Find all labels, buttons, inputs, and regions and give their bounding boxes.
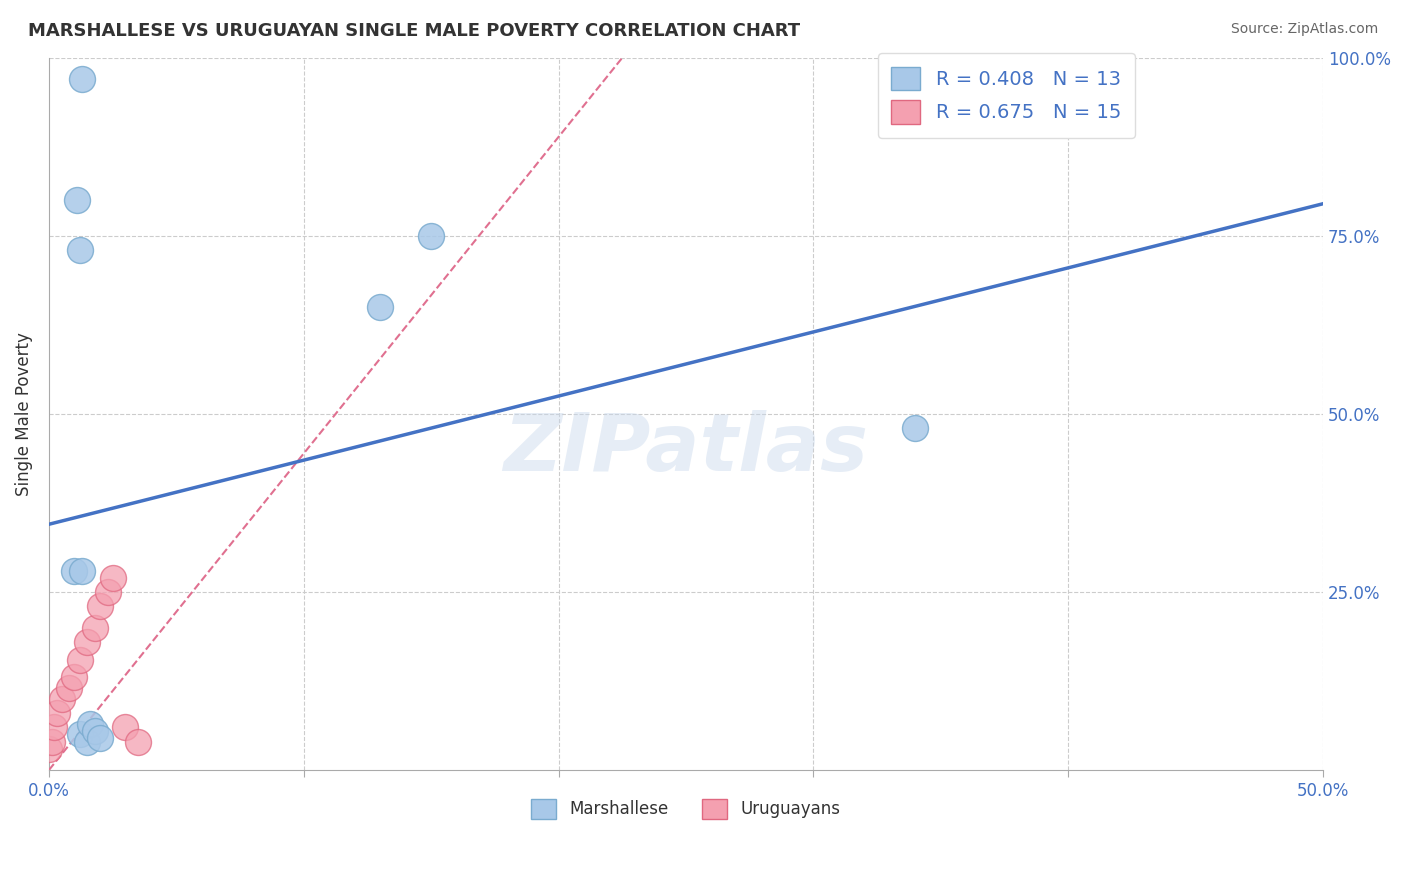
Point <box>58 681 80 695</box>
Point <box>69 727 91 741</box>
Point <box>41 734 63 748</box>
Point <box>83 621 105 635</box>
Point <box>45 706 67 720</box>
Point <box>70 564 93 578</box>
Point <box>79 716 101 731</box>
Point <box>70 72 93 87</box>
Point <box>69 243 91 257</box>
Point <box>51 691 73 706</box>
Point <box>101 571 124 585</box>
Point <box>63 670 86 684</box>
Point <box>69 652 91 666</box>
Point <box>42 720 65 734</box>
Point <box>114 720 136 734</box>
Point <box>63 564 86 578</box>
Point <box>97 585 120 599</box>
Point <box>83 723 105 738</box>
Point <box>76 734 98 748</box>
Text: MARSHALLESE VS URUGUAYAN SINGLE MALE POVERTY CORRELATION CHART: MARSHALLESE VS URUGUAYAN SINGLE MALE POV… <box>28 22 800 40</box>
Point <box>76 634 98 648</box>
Point <box>66 193 89 207</box>
Text: ZIPatlas: ZIPatlas <box>503 410 869 489</box>
Text: Source: ZipAtlas.com: Source: ZipAtlas.com <box>1230 22 1378 37</box>
Point <box>89 599 111 614</box>
Y-axis label: Single Male Poverty: Single Male Poverty <box>15 332 32 496</box>
Point <box>38 741 60 756</box>
Point <box>127 734 149 748</box>
Point <box>368 300 391 314</box>
Point <box>904 421 927 435</box>
Point <box>89 731 111 745</box>
Legend: Marshallese, Uruguayans: Marshallese, Uruguayans <box>524 792 848 826</box>
Point <box>420 228 443 243</box>
